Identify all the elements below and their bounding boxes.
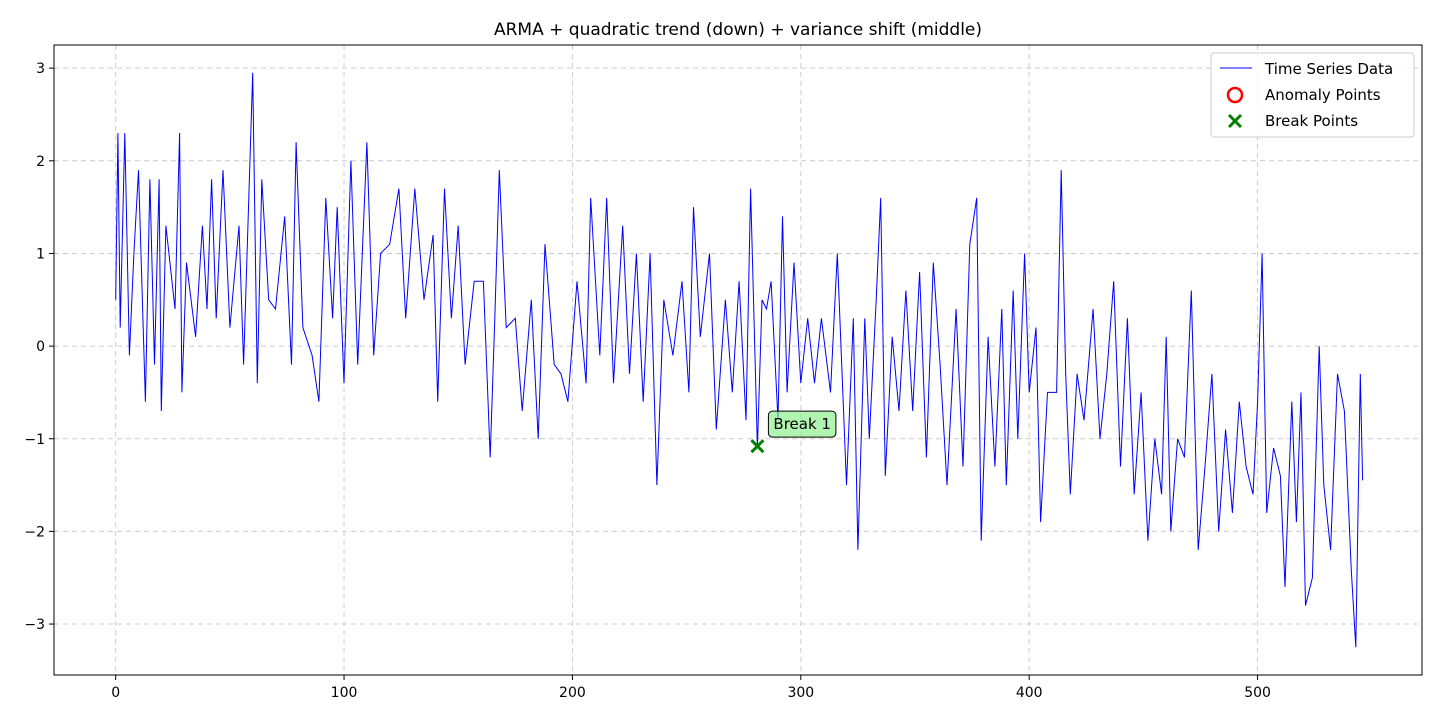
break-point-marker (750, 439, 765, 454)
chart-title: ARMA + quadratic trend (down) + variance… (494, 20, 982, 40)
y-tick-label: 3 (36, 61, 45, 77)
y-tick-label: −3 (24, 617, 45, 633)
x-tick-label: 200 (559, 685, 586, 701)
y-tick-label: 1 (36, 246, 45, 262)
y-tick-label: 0 (36, 339, 45, 355)
y-tick-label: −2 (24, 524, 45, 540)
legend-label-break: Break Points (1265, 112, 1358, 130)
x-tick-label: 400 (1016, 685, 1043, 701)
break-annotation-box (767, 410, 837, 438)
x-tick-label: 100 (331, 685, 358, 701)
break-annotation-label: Break 1 (773, 415, 831, 433)
series-line (115, 72, 1364, 648)
plot-frame (53, 44, 1423, 676)
axis-ticks: 0 100 200 300 400 500 −3 −2 −1 0 1 2 3 (24, 61, 1271, 701)
break-points-layer: Break 1 (750, 410, 837, 454)
x-tick-label: 0 (111, 685, 120, 701)
break-marker-stroke (750, 439, 765, 454)
series-layer (115, 72, 1364, 648)
legend: Time Series Data Anomaly Points Break Po… (1210, 52, 1415, 138)
y-tick-label: 2 (36, 154, 45, 170)
x-tick-label: 500 (1244, 685, 1271, 701)
legend-label-series: Time Series Data (1264, 60, 1393, 78)
grid (54, 45, 1422, 675)
y-tick-label: −1 (24, 432, 45, 448)
break-annotation: Break 1 (767, 410, 837, 438)
legend-box (1210, 52, 1415, 138)
legend-break-marker (1227, 113, 1243, 129)
x-tick-label: 300 (787, 685, 814, 701)
legend-anomaly-marker (1226, 86, 1244, 104)
legend-label-anomaly: Anomaly Points (1265, 86, 1381, 104)
